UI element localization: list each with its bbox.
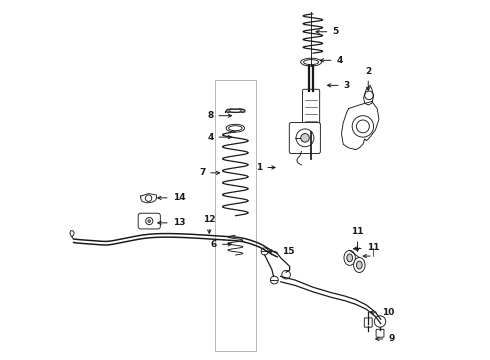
Text: 1: 1 — [256, 163, 275, 172]
Circle shape — [282, 270, 291, 279]
Ellipse shape — [347, 254, 352, 262]
Text: 4: 4 — [320, 56, 343, 65]
Ellipse shape — [356, 261, 362, 269]
Text: 12: 12 — [203, 215, 216, 233]
Text: 15: 15 — [269, 247, 294, 256]
Text: 9: 9 — [376, 334, 394, 343]
Circle shape — [226, 109, 230, 112]
Text: 7: 7 — [199, 168, 220, 177]
Polygon shape — [225, 109, 245, 112]
Text: 14: 14 — [158, 193, 185, 202]
Text: 8: 8 — [207, 111, 231, 120]
Circle shape — [301, 134, 309, 142]
Polygon shape — [364, 85, 373, 105]
Circle shape — [270, 276, 278, 284]
Circle shape — [365, 91, 373, 100]
Circle shape — [241, 109, 245, 112]
Text: 10: 10 — [370, 308, 394, 317]
Text: 4: 4 — [207, 132, 231, 141]
Polygon shape — [141, 194, 156, 203]
Text: 13: 13 — [158, 219, 185, 228]
Ellipse shape — [354, 257, 365, 273]
Text: 11: 11 — [353, 243, 379, 252]
FancyBboxPatch shape — [138, 213, 160, 229]
Ellipse shape — [301, 58, 321, 66]
Circle shape — [148, 220, 151, 222]
Ellipse shape — [226, 124, 245, 132]
Text: 11: 11 — [351, 227, 364, 251]
Text: 2: 2 — [365, 67, 371, 90]
FancyBboxPatch shape — [364, 318, 372, 327]
Circle shape — [374, 316, 386, 327]
FancyBboxPatch shape — [289, 122, 320, 154]
Bar — [215, 80, 256, 351]
Polygon shape — [342, 102, 379, 150]
FancyBboxPatch shape — [376, 329, 384, 337]
Text: 3: 3 — [327, 81, 350, 90]
Text: 6: 6 — [211, 240, 231, 249]
Ellipse shape — [344, 250, 355, 265]
FancyBboxPatch shape — [302, 89, 319, 133]
Text: 5: 5 — [316, 27, 339, 36]
Circle shape — [261, 248, 268, 255]
